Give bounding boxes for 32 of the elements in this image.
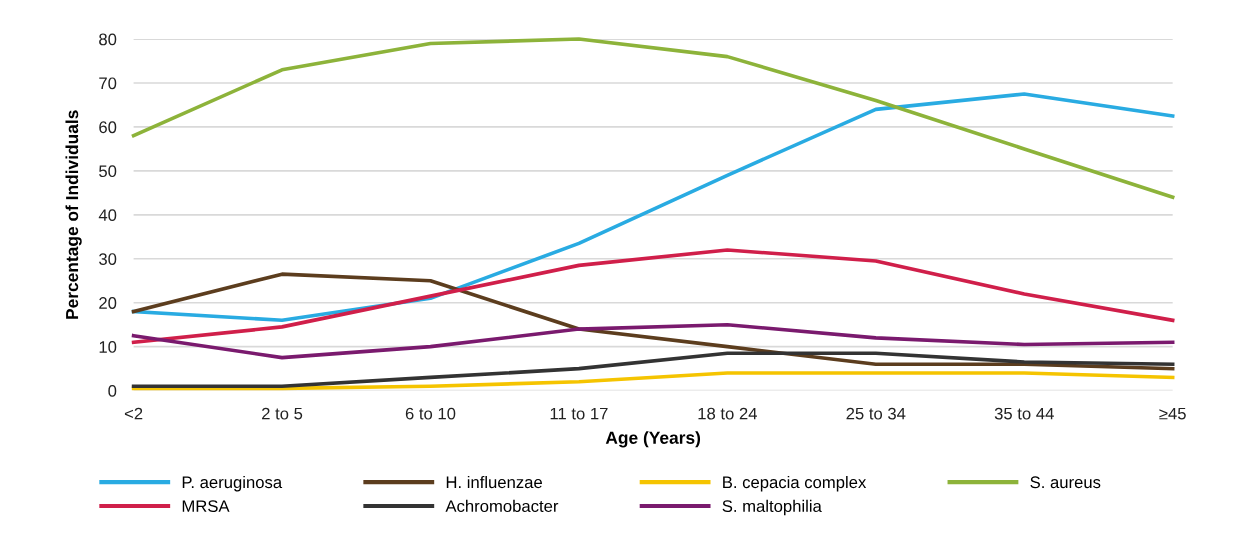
x-tick-label: ≥45 xyxy=(1159,407,1186,420)
y-tick-label: 30 xyxy=(99,253,117,265)
line-series xyxy=(131,272,1175,371)
x-axis-title: Age (Years) xyxy=(605,431,701,448)
legend-label: B. cepacia complex xyxy=(723,475,867,492)
legend-label: MRSA xyxy=(182,500,230,513)
legend-label: S. maltophilia xyxy=(722,499,822,516)
line-series xyxy=(131,37,1175,200)
x-tick-label: 18 to 24 xyxy=(698,407,757,420)
y-tick-label: 20 xyxy=(99,297,117,309)
y-tick-label: 60 xyxy=(99,121,117,134)
y-tick-label: 40 xyxy=(98,209,117,222)
x-tick-label: 6 to 10 xyxy=(405,407,456,420)
line-series xyxy=(131,371,1175,391)
x-tick-label: 11 to 17 xyxy=(550,407,608,420)
line-series xyxy=(131,351,1175,389)
y-tick-label: 50 xyxy=(99,165,117,178)
line-series xyxy=(131,248,1175,345)
x-tick-label: 25 to 34 xyxy=(846,407,906,420)
y-tick-label: 0 xyxy=(108,385,117,397)
x-tick-label: 2 to 5 xyxy=(262,407,303,420)
legend-label: S. aureus xyxy=(1030,476,1101,489)
x-tick-label: 35 to 44 xyxy=(994,407,1054,420)
line-series xyxy=(131,322,1175,360)
legend-label: P. aeruginosa xyxy=(182,475,283,492)
y-tick-label: 80 xyxy=(99,33,117,46)
y-tick-label: 10 xyxy=(99,341,117,353)
y-axis-title: Percentage of Individuals xyxy=(65,110,82,319)
legend-label: H. influenzae xyxy=(446,475,542,489)
legend-label: Achromobacter xyxy=(445,499,559,513)
x-tick-label: <2 xyxy=(124,407,143,420)
y-tick-label: 70 xyxy=(99,77,117,90)
